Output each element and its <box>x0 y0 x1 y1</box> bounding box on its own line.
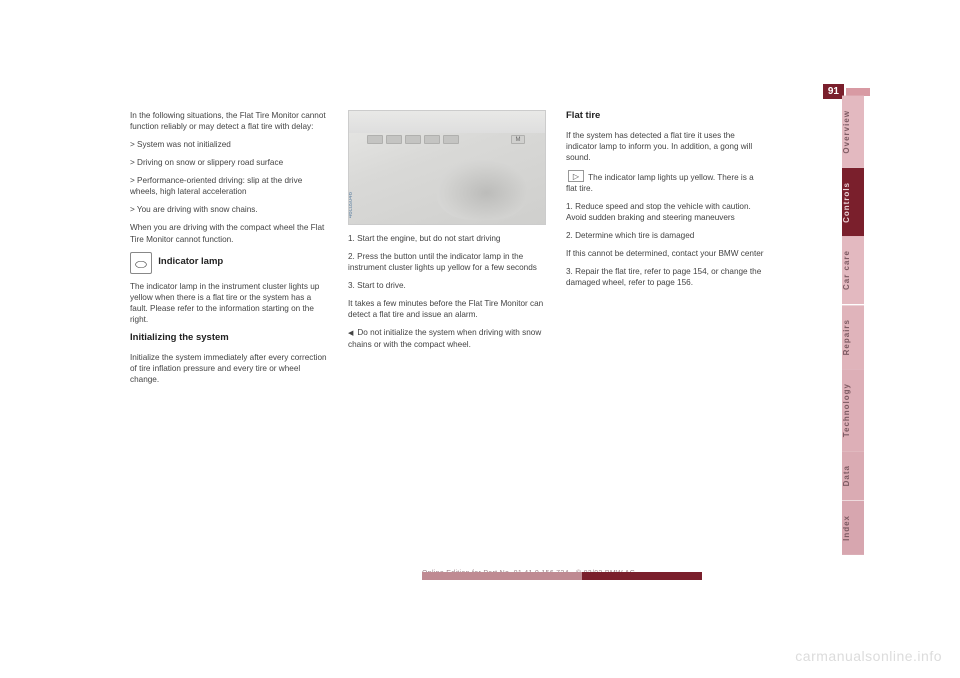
tire-warning-icon: ⬭ <box>130 252 152 274</box>
col3-note: If this cannot be determined, contact yo… <box>566 248 766 259</box>
col2-step: 2. Press the button until the indicator … <box>348 251 548 273</box>
col3-step: 3. Repair the flat tire, refer to page 1… <box>566 266 766 288</box>
initializing-heading: Initializing the system <box>130 332 330 345</box>
indicator-lamp-icon: ▷ <box>568 170 584 182</box>
col1-list-item: > Driving on snow or slippery road surfa… <box>130 157 330 168</box>
tab-index[interactable]: Index <box>842 501 864 555</box>
tab-technology[interactable]: Technology <box>842 369 864 451</box>
photo-console-button <box>424 135 440 144</box>
col3-paragraph: If the system has detected a flat tire i… <box>566 130 766 163</box>
photo-shifter-well <box>437 160 527 220</box>
col1-paragraph: The indicator lamp in the instrument clu… <box>130 281 330 325</box>
col2-step: 3. Start to drive. <box>348 280 548 291</box>
tab-overview[interactable]: Overview <box>842 96 864 168</box>
indicator-lamp-heading: Indicator lamp <box>158 256 223 267</box>
watermark: carmanualsonline.info <box>795 648 942 664</box>
column-2: M 46cus046 1. Start the engine, but do n… <box>348 110 548 392</box>
col1-list-item: > Performance-oriented driving: slip at … <box>130 175 330 197</box>
page: 91 In the following situations, the Flat… <box>0 0 960 678</box>
tab-data[interactable]: Data <box>842 451 864 500</box>
col2-note: Do not initialize the system when drivin… <box>348 327 548 350</box>
col3-indicator-text: The indicator lamp lights up yellow. The… <box>566 173 754 193</box>
col2-step: 1. Start the engine, but do not start dr… <box>348 233 548 244</box>
photo-console-button <box>443 135 459 144</box>
col1-paragraph: In the following situations, the Flat Ti… <box>130 110 330 132</box>
col1-list-item: > You are driving with snow chains. <box>130 204 330 215</box>
footer-strip <box>422 572 702 580</box>
photo-reference-code: 46cus046 <box>348 192 355 218</box>
tab-car-care[interactable]: Car care <box>842 236 864 304</box>
indicator-lamp-row: ⬭ Indicator lamp <box>130 252 330 274</box>
footer-strip-seg1 <box>422 572 582 580</box>
tab-repairs[interactable]: Repairs <box>842 305 864 369</box>
page-number: 91 <box>823 84 844 99</box>
flat-tire-heading: Flat tire <box>566 110 766 123</box>
col3-step: 2. Determine which tire is damaged <box>566 230 766 241</box>
dashboard-photo: M 46cus046 <box>348 110 546 225</box>
photo-console-button <box>386 135 402 144</box>
column-1: In the following situations, the Flat Ti… <box>130 110 330 392</box>
col1-list-item: > System was not initialized <box>130 139 330 150</box>
section-tabs: Overview Controls Car care Repairs Techn… <box>842 96 864 554</box>
col1-paragraph: Initialize the system immediately after … <box>130 352 330 385</box>
page-number-decoration <box>846 88 870 96</box>
col1-paragraph: When you are driving with the compact wh… <box>130 222 330 244</box>
photo-dash-shelf <box>349 111 545 133</box>
col2-paragraph: It takes a few minutes before the Flat T… <box>348 298 548 320</box>
col3-step: 1. Reduce speed and stop the vehicle wit… <box>566 201 766 223</box>
content-columns: In the following situations, the Flat Ti… <box>130 110 770 392</box>
footer-strip-seg2 <box>582 572 702 580</box>
indicator-row: ▷ The indicator lamp lights up yellow. T… <box>566 170 766 194</box>
column-3: Flat tire If the system has detected a f… <box>566 110 766 392</box>
photo-console-button <box>405 135 421 144</box>
photo-console-button <box>367 135 383 144</box>
tab-controls[interactable]: Controls <box>842 168 864 237</box>
photo-button-row <box>367 135 459 144</box>
photo-m-button: M <box>511 135 525 144</box>
